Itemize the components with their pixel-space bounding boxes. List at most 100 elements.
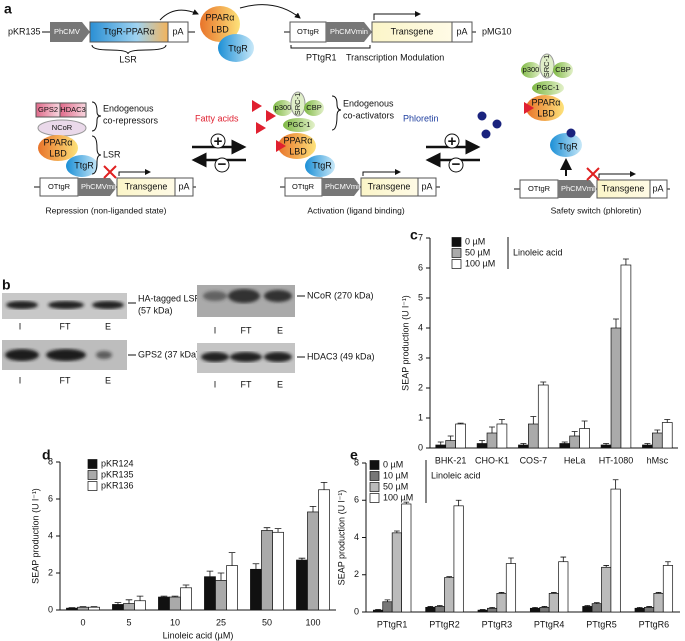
error-bar (644, 443, 651, 445)
label: pA (178, 181, 189, 191)
label: Transgene (391, 26, 434, 36)
protein (278, 133, 316, 159)
bar (88, 606, 100, 611)
label: OTtgR (297, 27, 320, 36)
bar (662, 565, 674, 613)
error-bar (394, 530, 400, 533)
y-tick-label: 2 (418, 382, 423, 392)
bar (569, 435, 580, 449)
ligand-label: Phloretin (403, 113, 439, 123)
legend-swatch (87, 459, 98, 469)
y-axis-label: SEAP production (U l⁻¹) (30, 488, 40, 584)
arrow (373, 11, 421, 20)
y-axis-label: SEAP production (U l⁻¹) (400, 295, 410, 391)
error-bar (612, 479, 619, 490)
label: PhCMVmin (325, 182, 363, 191)
x-tick-label: 100 (305, 617, 320, 627)
bar (548, 593, 559, 613)
error-bar (584, 605, 591, 607)
panel-label: c (410, 227, 418, 243)
protein (305, 155, 335, 177)
legend-label: pKR135 (101, 469, 134, 479)
legend-title: Linoleic acid (431, 470, 481, 480)
error-bar (664, 419, 671, 423)
band-label: HA-tagged LSR (138, 293, 202, 303)
error-bar (508, 557, 514, 564)
error-bar (171, 595, 179, 598)
legend-title: Linoleic acid (513, 247, 563, 257)
bar (600, 444, 612, 449)
legend-label: pKR136 (101, 480, 134, 490)
label: HDAC3 (60, 105, 85, 114)
bar (445, 440, 456, 449)
error-bar (228, 552, 236, 566)
x-tick-label: PTtgR4 (534, 619, 565, 629)
bar (610, 327, 622, 449)
panel-a: a pKR135 PhCMV TtgR-PPARα pA LSR PPARα L… (4, 1, 670, 215)
error-bar (603, 443, 610, 445)
label: PGC-1 (288, 120, 311, 129)
error-bar (561, 441, 568, 444)
arrow (118, 169, 151, 176)
label: LSR (119, 54, 137, 64)
lane-label: E (105, 321, 111, 331)
protein (290, 91, 306, 117)
bar (644, 606, 655, 613)
x-tick-label: hMsc (647, 455, 669, 465)
caption: Activation (ligand binding) (307, 205, 405, 215)
error-bar (182, 584, 190, 588)
y-tick-label: 2 (354, 569, 359, 579)
bar (487, 607, 498, 613)
error-bar (530, 416, 537, 424)
bar (537, 384, 549, 449)
label: Transgene (602, 183, 645, 193)
symbol: + (448, 133, 457, 150)
y-tick-label: 8 (354, 457, 359, 467)
error-bar (541, 606, 548, 608)
error-bar (436, 605, 443, 607)
plasmid: pKR135 (8, 26, 41, 36)
legend-swatch (87, 470, 98, 480)
lane-label: FT (241, 325, 252, 335)
lane-label: FT (60, 375, 71, 385)
legend-swatch (87, 481, 98, 491)
pa-box (649, 179, 668, 199)
bar (661, 422, 673, 449)
error-bar (79, 606, 87, 608)
bar (158, 596, 170, 611)
error-bar (560, 556, 567, 562)
ligand-label: Fatty acids (195, 113, 239, 123)
protein (526, 95, 564, 121)
error-bar (457, 422, 464, 424)
legend-swatch (369, 471, 380, 481)
panel-label: a (4, 1, 12, 17)
label: GPS2 (38, 105, 58, 114)
lane-label: I (19, 321, 22, 331)
panel-b: b HA-tagged LSR (57 kDa) I FT E GPS2 (37… (2, 277, 375, 389)
pa-box (451, 21, 473, 43)
error-bar (206, 570, 214, 577)
label: pA (421, 181, 432, 191)
x-tick-label: 10 (170, 617, 180, 627)
error-bar (489, 606, 495, 609)
caption: Safety switch (phloretin) (551, 205, 642, 215)
lane-label: E (277, 379, 283, 389)
error-bar (320, 481, 328, 490)
promoter-box (322, 178, 361, 196)
legend-label: 100 µM (465, 258, 495, 268)
legend-label: pKR124 (101, 458, 134, 468)
legend-swatch (451, 237, 462, 247)
bar (559, 443, 571, 449)
legend-label: 0 µM (383, 459, 403, 469)
band-label: GPS2 (37 kDa) (138, 349, 199, 359)
plasmid: pMG10 (482, 26, 512, 36)
x-tick-label: PTtgR5 (586, 619, 617, 629)
error-bar (532, 606, 538, 609)
pa-box (417, 177, 437, 197)
error-bar (540, 381, 547, 385)
label: PGC-1 (537, 83, 560, 92)
error-bar (90, 606, 98, 608)
bar (77, 606, 89, 611)
bar (528, 423, 539, 449)
